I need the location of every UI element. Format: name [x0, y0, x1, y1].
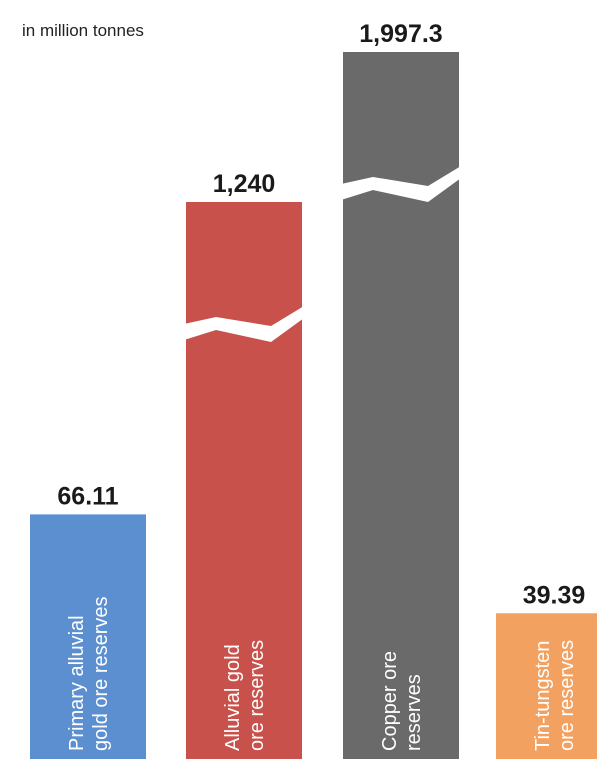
axis-break-3 — [341, 166, 461, 202]
value-label-2: 1,240 — [213, 170, 276, 198]
category-label-4-line-2: ore reserves — [556, 640, 578, 751]
category-label-4-line-1: Tin-tungsten — [532, 641, 554, 751]
value-label-1: 66.11 — [57, 482, 118, 510]
bar-2 — [186, 202, 302, 759]
bar-4 — [496, 613, 597, 759]
value-label-3: 1,997.3 — [359, 20, 442, 48]
bar-3 — [343, 52, 459, 759]
chart-subtitle: in million tonnes — [22, 21, 144, 40]
axis-break-2 — [184, 306, 304, 342]
bar-1 — [30, 514, 146, 759]
value-label-4: 39.39 — [523, 581, 586, 609]
bars-group: 66.11 Primary alluvial gold ore reserves 1,… — [30, 20, 597, 759]
category-label-1-line-2: gold ore reserves — [90, 596, 112, 751]
category-label-3-line-1: Copper ore — [379, 651, 401, 751]
category-label-2-line-1: Alluvial gold — [222, 644, 244, 751]
category-label-3-line-2: reserves — [403, 674, 425, 751]
category-label-1-line-1: Primary alluvial — [66, 615, 88, 751]
category-label-2-line-2: ore reserves — [246, 640, 268, 751]
